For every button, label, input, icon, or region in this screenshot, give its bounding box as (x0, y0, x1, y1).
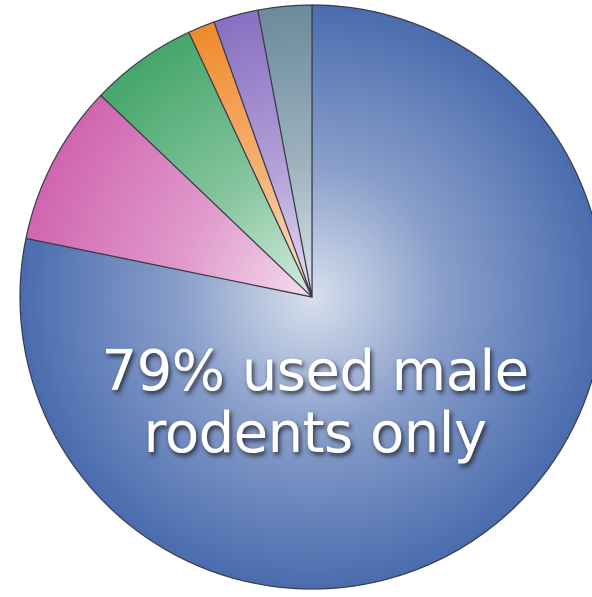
annotation-line-1: 79% used male (101, 339, 528, 404)
pie-annotation: 79% used male rodents only (101, 339, 529, 466)
pie-slices (19, 4, 592, 590)
pie-slice-2 (25, 94, 313, 298)
annotation-line-2: rodents only (144, 401, 487, 466)
pie-slice-6 (257, 4, 313, 298)
pie-slice-1 (19, 4, 592, 590)
